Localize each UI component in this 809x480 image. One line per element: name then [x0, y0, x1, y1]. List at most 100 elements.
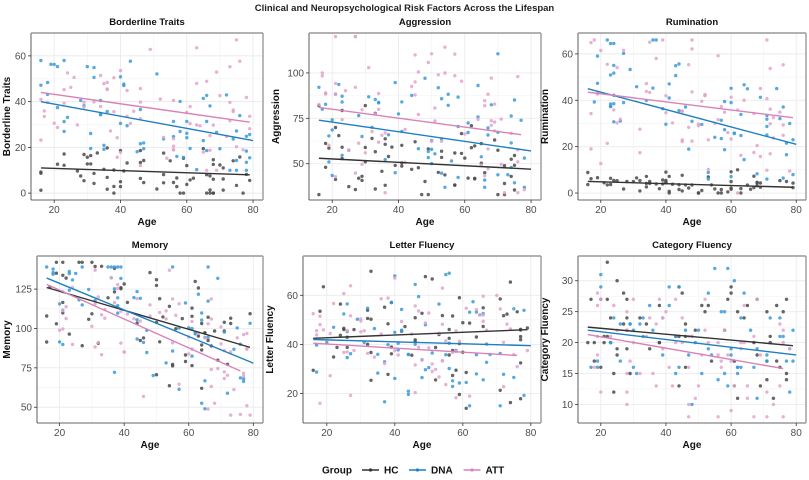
panel-title: Memory — [132, 240, 169, 251]
point-dna — [170, 349, 175, 353]
point-att — [599, 161, 603, 166]
point-att — [788, 347, 792, 351]
point-dna — [200, 311, 204, 315]
point-att — [664, 94, 668, 98]
fit-line-att — [318, 106, 522, 136]
point-dna — [612, 316, 616, 320]
point-dna — [112, 265, 117, 269]
point-att — [42, 114, 46, 119]
point-hc — [469, 124, 474, 128]
point-att — [234, 145, 239, 149]
point-att — [670, 384, 675, 388]
point-hc — [735, 310, 740, 314]
point-hc — [229, 316, 233, 320]
point-hc — [410, 353, 414, 357]
point-att — [320, 74, 324, 78]
point-hc — [61, 300, 65, 305]
point-hc — [447, 353, 451, 357]
point-hc — [784, 371, 789, 376]
point-att — [765, 168, 769, 172]
point-dna — [87, 287, 91, 292]
point-att — [165, 156, 169, 160]
point-hc — [644, 322, 649, 326]
point-att — [706, 340, 710, 345]
point-att — [333, 92, 338, 96]
point-dna — [595, 81, 600, 86]
point-dna — [484, 360, 489, 364]
point-hc — [338, 302, 343, 306]
point-att — [726, 130, 730, 135]
point-att — [93, 302, 97, 306]
point-att — [244, 95, 249, 100]
panel-title: Aggression — [399, 17, 451, 28]
point-att — [353, 34, 358, 39]
point-hc — [634, 176, 639, 180]
y-tick-label: 10 — [562, 400, 574, 411]
point-dna — [784, 153, 789, 157]
point-att — [238, 59, 242, 63]
point-dna — [122, 83, 126, 88]
y-tick-label: 20 — [15, 143, 27, 154]
point-dna — [224, 93, 229, 97]
point-hc — [423, 179, 427, 184]
point-dna — [612, 63, 616, 68]
x-axis-label: Age — [683, 217, 702, 228]
point-dna — [218, 147, 222, 151]
point-att — [413, 53, 417, 57]
point-att — [115, 155, 119, 159]
y-tick-label: 15 — [562, 369, 574, 380]
point-hc — [196, 286, 201, 290]
y-axis-label: Borderline Traits — [2, 76, 13, 156]
point-dna — [486, 133, 490, 137]
point-att — [648, 40, 652, 44]
point-hc — [608, 176, 613, 180]
point-dna — [185, 136, 189, 140]
point-hc — [200, 343, 204, 347]
point-att — [208, 133, 212, 138]
point-hc — [54, 322, 59, 326]
point-att — [464, 306, 468, 310]
point-att — [118, 150, 123, 155]
point-dna — [345, 302, 349, 306]
point-dna — [51, 272, 55, 276]
point-att — [164, 317, 168, 321]
point-dna — [748, 328, 753, 332]
point-dna — [631, 365, 636, 369]
point-dna — [203, 407, 207, 411]
point-hc — [158, 297, 162, 301]
point-att — [122, 350, 126, 354]
point-att — [505, 322, 509, 326]
point-hc — [45, 340, 49, 344]
point-hc — [440, 313, 445, 318]
point-dna — [178, 129, 182, 134]
point-hc — [335, 345, 339, 350]
point-dna — [496, 173, 500, 177]
point-dna — [729, 86, 733, 91]
point-dna — [232, 347, 236, 351]
point-dna — [175, 154, 179, 159]
point-hc — [775, 303, 779, 308]
point-hc — [80, 260, 84, 264]
point-hc — [461, 321, 465, 325]
point-hc — [190, 314, 194, 318]
point-att — [501, 385, 506, 389]
point-dna — [386, 133, 391, 137]
point-att — [69, 85, 73, 90]
fit-lines — [313, 328, 531, 357]
point-att — [174, 313, 178, 317]
point-dna — [45, 80, 50, 85]
point-hc — [464, 370, 468, 375]
point-hc — [317, 192, 321, 197]
point-att — [314, 333, 319, 337]
point-hc — [138, 148, 143, 153]
point-att — [716, 415, 720, 419]
point-att — [729, 95, 733, 99]
point-hc — [333, 177, 338, 182]
x-tick-label: 60 — [183, 428, 195, 439]
point-hc — [229, 321, 233, 326]
point-att — [768, 152, 772, 156]
point-hc — [67, 332, 72, 336]
point-hc — [365, 316, 370, 321]
point-hc — [82, 152, 86, 157]
point-hc — [161, 181, 166, 185]
